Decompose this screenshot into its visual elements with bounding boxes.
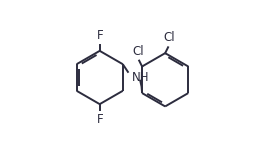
Text: F: F	[96, 113, 103, 126]
Text: NH: NH	[132, 71, 149, 84]
Text: Cl: Cl	[163, 31, 175, 44]
Text: F: F	[96, 29, 103, 42]
Text: Cl: Cl	[133, 45, 144, 58]
